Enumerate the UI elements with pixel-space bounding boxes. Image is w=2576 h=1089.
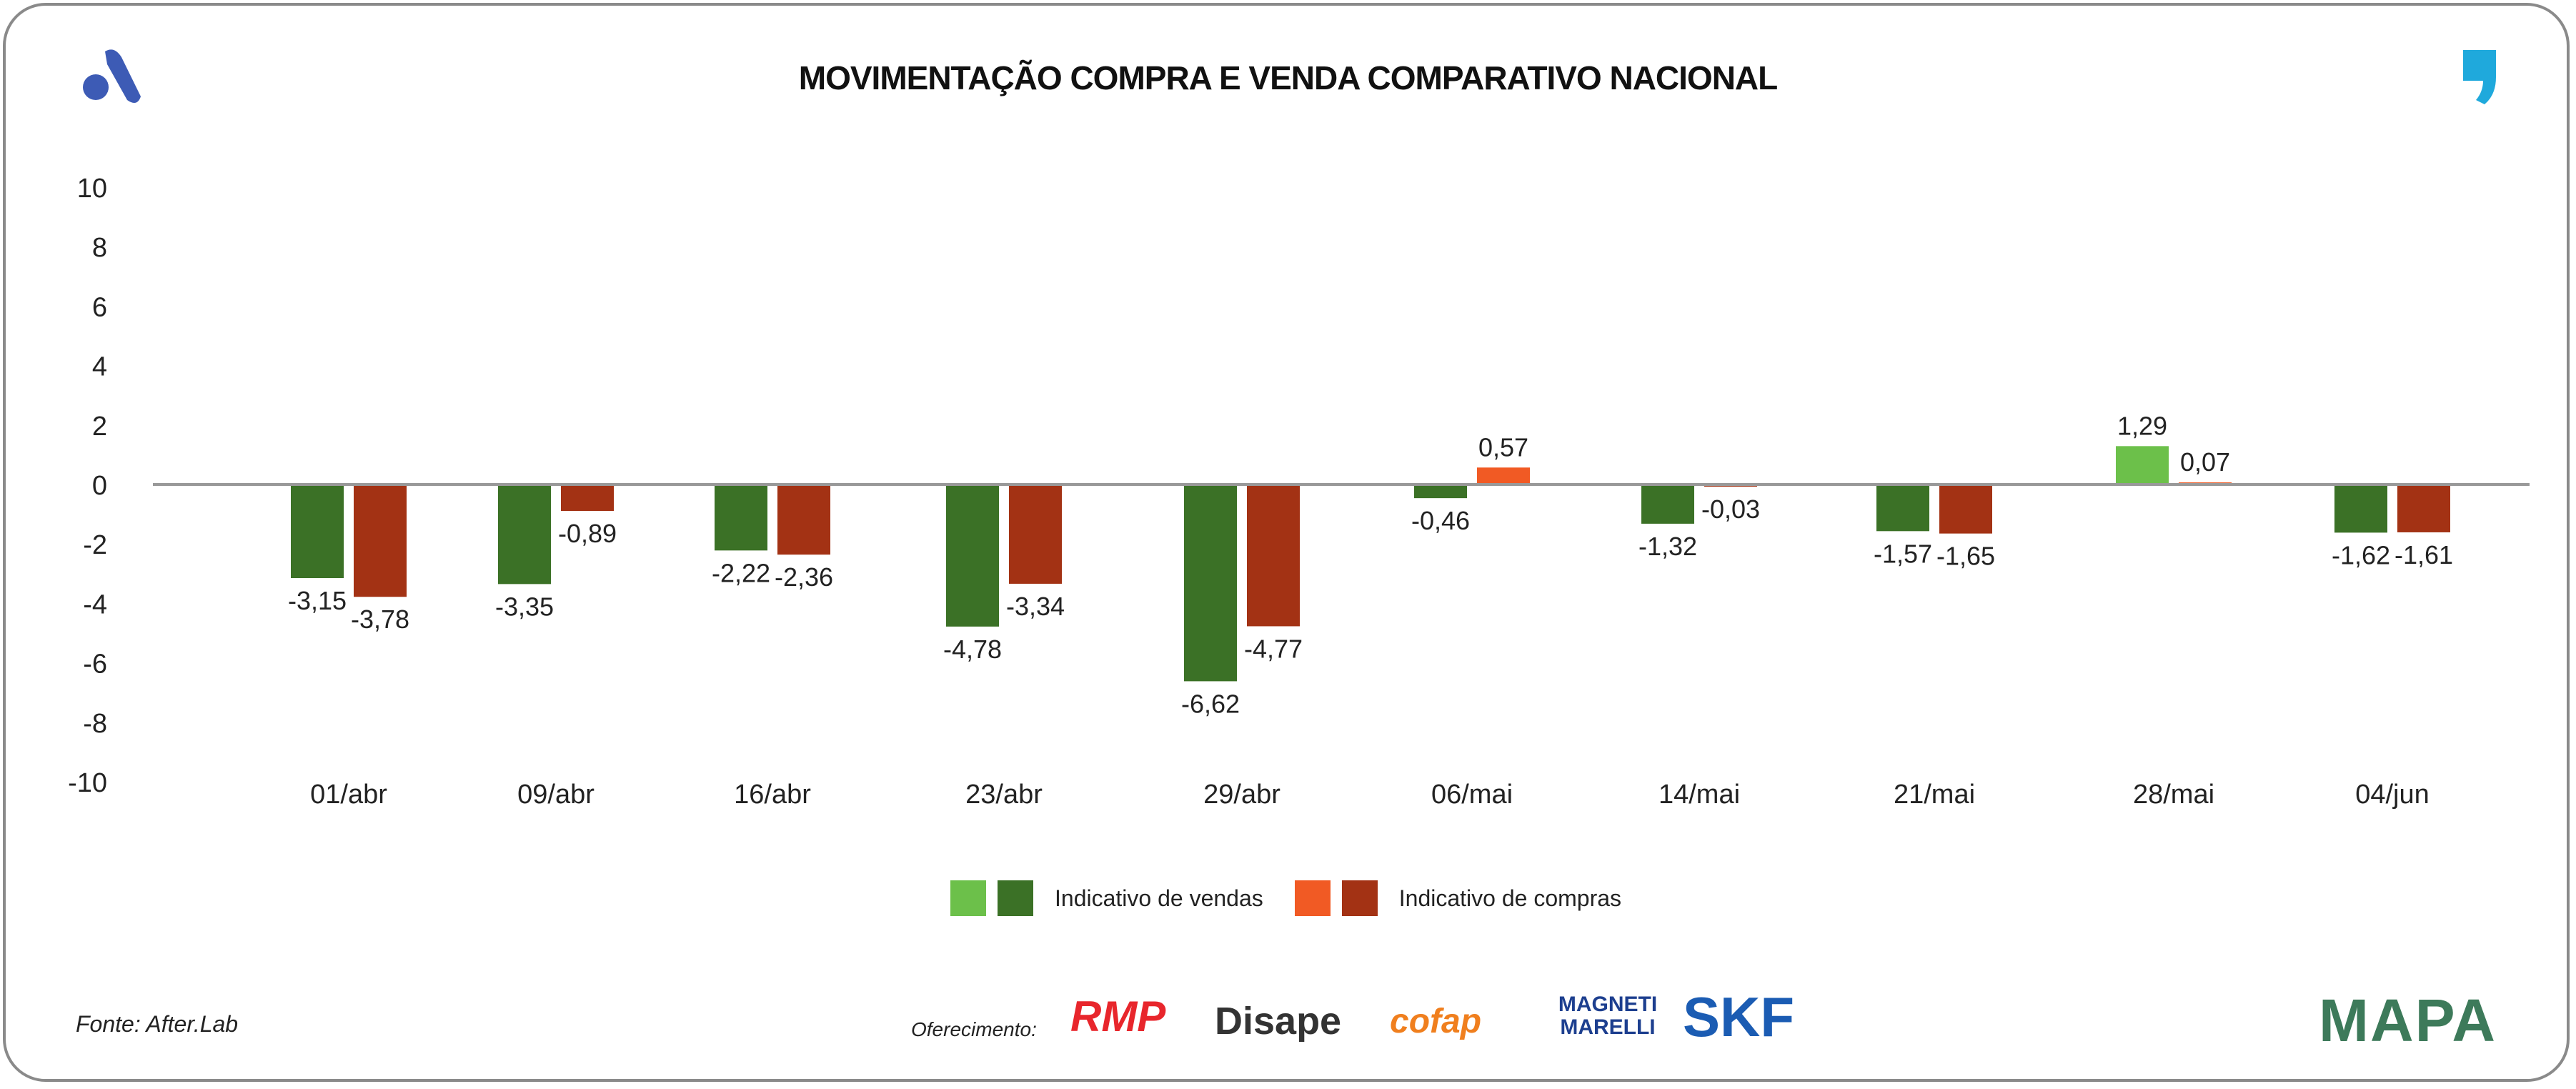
chart-title: MOVIMENTAÇÃO COMPRA E VENDA COMPARATIVO … bbox=[798, 59, 1778, 96]
sponsor-logo-cofap: cofap bbox=[1390, 1003, 1482, 1040]
x-tick-label: 21/mai bbox=[1894, 780, 1975, 810]
data-label: -0,46 bbox=[1411, 506, 1470, 535]
data-label: -3,34 bbox=[1006, 592, 1065, 621]
sponsor-logo-magneti-marelli: MAGNETI MARELLI bbox=[1558, 993, 1658, 1039]
y-tick-label: -4 bbox=[83, 590, 107, 620]
data-label: 1,29 bbox=[2117, 411, 2167, 440]
bar-vendas bbox=[1184, 484, 1237, 682]
bar-vendas bbox=[1641, 484, 1694, 524]
legend: Indicativo de vendas Indicativo de compr… bbox=[950, 880, 1621, 916]
y-tick-label: -10 bbox=[68, 768, 107, 798]
bar-vendas bbox=[291, 484, 344, 579]
bar-vendas bbox=[946, 484, 999, 627]
y-tick-label: 2 bbox=[92, 412, 107, 442]
data-label: 0,07 bbox=[2180, 447, 2230, 477]
data-label: -1,65 bbox=[1936, 542, 1995, 571]
bar-vendas bbox=[1414, 484, 1467, 499]
x-tick-label: 06/mai bbox=[1431, 780, 1513, 810]
data-label: -4,78 bbox=[943, 635, 1002, 664]
data-label: -4,77 bbox=[1244, 634, 1303, 663]
legend-swatch-vendas-positive bbox=[950, 880, 986, 916]
bar-compras bbox=[1939, 484, 1992, 534]
y-tick-label: 0 bbox=[92, 471, 107, 501]
data-label: -1,32 bbox=[1638, 532, 1697, 561]
bar-compras bbox=[561, 484, 614, 512]
x-tick-label: 23/abr bbox=[965, 780, 1043, 810]
source-note: Fonte: After.Lab bbox=[76, 1011, 239, 1037]
bar-compras bbox=[1009, 484, 1062, 584]
bar-vendas bbox=[2334, 484, 2387, 533]
x-tick-label: 09/abr bbox=[517, 780, 595, 810]
bar-vendas bbox=[498, 484, 551, 585]
data-label: -3,35 bbox=[495, 592, 554, 621]
y-tick-label: -2 bbox=[83, 530, 107, 560]
bar-compras bbox=[2397, 484, 2450, 532]
data-label: 0,57 bbox=[1478, 432, 1528, 462]
legend-swatch-compras-negative bbox=[1341, 880, 1378, 916]
bar-vendas bbox=[715, 484, 767, 551]
data-label: -2,36 bbox=[775, 562, 833, 592]
sponsor-logo-rmp: RMP bbox=[1070, 993, 1166, 1040]
data-label: -2,22 bbox=[712, 558, 770, 587]
chart-frame bbox=[3, 3, 2570, 1082]
legend-swatch-compras-positive bbox=[1294, 880, 1331, 916]
x-tick-label: 04/jun bbox=[2355, 780, 2430, 810]
x-tick-label: 29/abr bbox=[1203, 780, 1280, 810]
bar-compras bbox=[1247, 484, 1300, 627]
legend-label-compras: Indicativo de compras bbox=[1398, 885, 1622, 911]
sponsor-label: Oferecimento: bbox=[911, 1018, 1037, 1040]
sponsor-logo-skf: SKF bbox=[1683, 985, 1794, 1048]
afterlab-logo-icon bbox=[80, 43, 144, 107]
data-label: -3,15 bbox=[288, 586, 347, 615]
y-tick-label: 4 bbox=[92, 352, 107, 382]
x-tick-label: 01/abr bbox=[310, 780, 387, 810]
bar-vendas bbox=[2116, 446, 2169, 484]
x-tick-label: 14/mai bbox=[1659, 780, 1740, 810]
data-label: -6,62 bbox=[1181, 689, 1240, 718]
bar-compras bbox=[777, 484, 830, 555]
data-label: -3,78 bbox=[351, 605, 409, 634]
legend-label-vendas: Indicativo de vendas bbox=[1055, 885, 1263, 911]
legend-swatch-vendas-negative bbox=[998, 880, 1033, 916]
data-label: -0,03 bbox=[1701, 494, 1760, 524]
data-label: -0,89 bbox=[558, 519, 617, 548]
comma-logo-icon bbox=[2462, 49, 2497, 106]
y-tick-label: 6 bbox=[92, 292, 107, 322]
y-tick-label: 10 bbox=[77, 174, 107, 204]
data-label: -1,57 bbox=[1874, 539, 1932, 568]
data-label: -1,61 bbox=[2395, 540, 2453, 570]
x-tick-label: 28/mai bbox=[2133, 780, 2214, 810]
x-tick-label: 16/abr bbox=[734, 780, 811, 810]
data-label: -1,62 bbox=[2332, 540, 2390, 570]
y-tick-label: -6 bbox=[83, 650, 107, 680]
bar-vendas bbox=[1876, 484, 1929, 532]
y-tick-label: -8 bbox=[83, 709, 107, 739]
bar-compras bbox=[1477, 467, 1530, 484]
sponsor-logo-disape: Disape bbox=[1215, 1000, 1342, 1043]
bar-compras bbox=[354, 484, 407, 597]
y-tick-label: 8 bbox=[92, 233, 107, 263]
brand-logo-mapa: MAPA bbox=[2319, 987, 2497, 1054]
